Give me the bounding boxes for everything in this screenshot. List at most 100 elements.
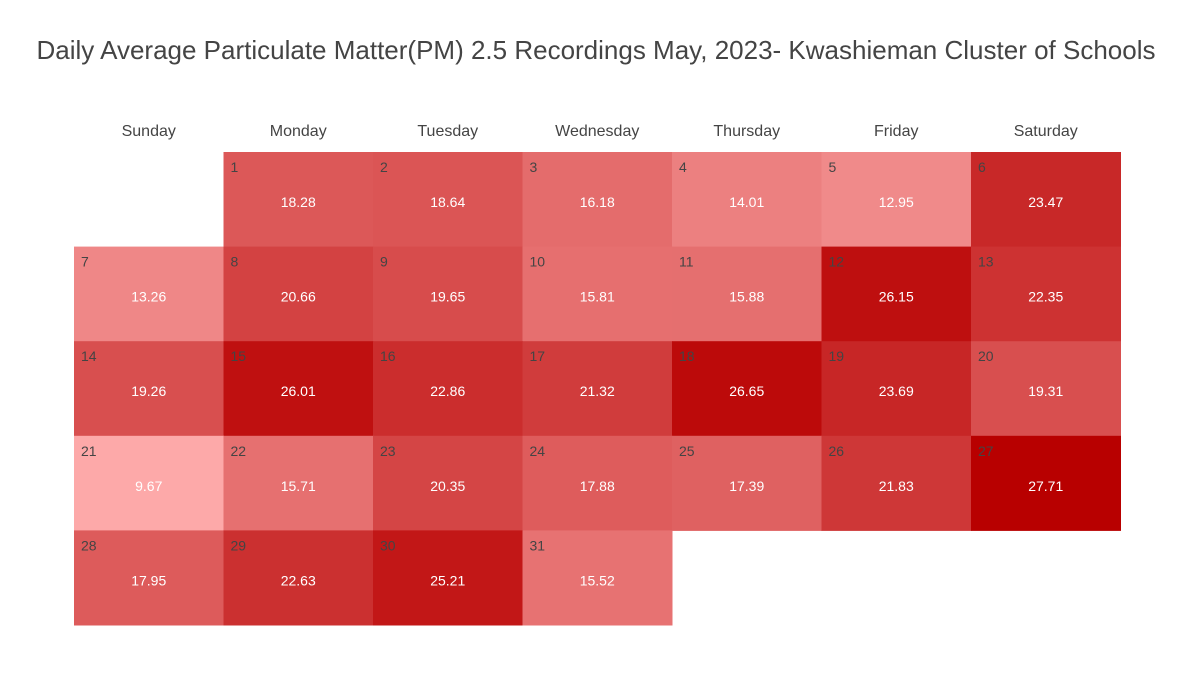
cell-rect bbox=[373, 530, 523, 626]
cell-rect bbox=[522, 530, 673, 626]
day-number: 18 bbox=[679, 348, 695, 364]
calendar-cell: 15 26.01 bbox=[223, 341, 374, 437]
calendar-cell: 623.47 bbox=[971, 152, 1121, 248]
day-number: 11 bbox=[679, 254, 694, 270]
calendar-cell: 11 15.88 bbox=[672, 246, 822, 342]
cell-value-label: 17.95 bbox=[131, 572, 166, 588]
cell-rect bbox=[522, 246, 673, 342]
day-number: 21 bbox=[81, 443, 97, 459]
cell-rect bbox=[522, 435, 673, 531]
day-number: 2 bbox=[380, 159, 388, 175]
calendar-cell: 30 25.21 bbox=[373, 530, 523, 626]
cell-value-label: 20.35 bbox=[430, 478, 465, 494]
cell-rect bbox=[223, 435, 374, 531]
cell-value-label: 26.01 bbox=[281, 383, 316, 399]
cell-value-label: 19.31 bbox=[1028, 383, 1063, 399]
cell-value-label: 13.26 bbox=[131, 289, 166, 305]
cell-value-label: 23.69 bbox=[879, 383, 914, 399]
day-number: 16 bbox=[380, 348, 396, 364]
cell-rect bbox=[672, 341, 822, 437]
cell-value-label: 15.52 bbox=[580, 572, 615, 588]
cell-rect bbox=[821, 341, 972, 437]
cell-rect bbox=[373, 341, 523, 437]
cell-rect bbox=[971, 341, 1121, 437]
day-number: 15 bbox=[231, 348, 247, 364]
cell-value-label: 15.88 bbox=[729, 289, 764, 305]
cell-rect bbox=[971, 246, 1121, 342]
day-number: 7 bbox=[81, 254, 89, 270]
cell-value-label: 20.66 bbox=[281, 289, 316, 305]
cell-rect bbox=[74, 530, 224, 626]
cell-value-label: 12.95 bbox=[879, 194, 914, 210]
cell-rect bbox=[522, 152, 673, 248]
weekday-header-wednesday: Wednesday bbox=[555, 123, 639, 140]
calendar-cell: 25 17.39 bbox=[672, 435, 822, 531]
cell-value-label: 17.88 bbox=[580, 478, 615, 494]
calendar-cell: 28 17.95 bbox=[74, 530, 224, 626]
day-number: 29 bbox=[231, 537, 247, 553]
cell-rect bbox=[821, 246, 972, 342]
cell-rect bbox=[74, 435, 224, 531]
calendar-cell: 14 19.26 bbox=[74, 341, 224, 437]
calendar-cell: 29 22.63 bbox=[223, 530, 374, 626]
day-number: 22 bbox=[231, 443, 247, 459]
day-number: 24 bbox=[530, 443, 546, 459]
day-number: 4 bbox=[679, 159, 687, 175]
cell-rect bbox=[971, 152, 1121, 248]
calendar-cell: 23 20.35 bbox=[373, 435, 523, 531]
cell-rect bbox=[74, 246, 224, 342]
cell-value-label: 15.71 bbox=[281, 478, 316, 494]
cell-rect bbox=[821, 435, 972, 531]
cell-value-label: 9.67 bbox=[135, 478, 162, 494]
calendar-cell: 26 21.83 bbox=[821, 435, 972, 531]
cell-rect bbox=[223, 530, 374, 626]
calendar-cell: 218.64 bbox=[373, 152, 523, 248]
calendar-cell: 219.67 bbox=[74, 435, 224, 531]
cell-rect bbox=[672, 246, 822, 342]
day-number: 13 bbox=[978, 254, 994, 270]
day-number: 3 bbox=[530, 159, 538, 175]
cell-value-label: 22.86 bbox=[430, 383, 465, 399]
calendar-cell: 10 15.81 bbox=[522, 246, 673, 342]
day-number: 10 bbox=[530, 254, 546, 270]
cell-rect bbox=[672, 435, 822, 531]
weekday-header-thursday: Thursday bbox=[713, 123, 780, 140]
cell-value-label: 21.83 bbox=[879, 478, 914, 494]
cell-rect bbox=[373, 246, 523, 342]
weekday-header-monday: Monday bbox=[270, 123, 327, 140]
cell-value-label: 22.63 bbox=[281, 572, 316, 588]
day-number: 23 bbox=[380, 443, 396, 459]
calendar-cell: 19 23.69 bbox=[821, 341, 972, 437]
day-number: 6 bbox=[978, 159, 986, 175]
day-number: 26 bbox=[829, 443, 845, 459]
day-number: 19 bbox=[829, 348, 845, 364]
calendar-cell: 512.95 bbox=[821, 152, 972, 248]
day-number: 9 bbox=[380, 254, 388, 270]
calendar-cell: 713.26 bbox=[74, 246, 224, 342]
calendar-cell: 414.01 bbox=[672, 152, 822, 248]
calendar-cell: 16 22.86 bbox=[373, 341, 523, 437]
cell-value-label: 16.18 bbox=[580, 194, 615, 210]
chart-title: Daily Average Particulate Matter(PM) 2.5… bbox=[37, 35, 1156, 65]
day-number: 5 bbox=[829, 159, 837, 175]
calendar-cell: 27 27.71 bbox=[971, 435, 1121, 531]
cell-value-label: 18.64 bbox=[430, 194, 465, 210]
calendar-cell: 919.65 bbox=[373, 246, 523, 342]
cell-value-label: 17.39 bbox=[729, 478, 764, 494]
day-number: 30 bbox=[380, 537, 396, 553]
calendar-cell: 118.28 bbox=[223, 152, 374, 248]
weekday-header-sunday: Sunday bbox=[122, 123, 176, 140]
day-number: 25 bbox=[679, 443, 695, 459]
calendar-cell: 22 15.71 bbox=[223, 435, 374, 531]
calendar-cell: 31 15.52 bbox=[522, 530, 673, 626]
cell-rect bbox=[672, 152, 822, 248]
calendar-cell: 13 22.35 bbox=[971, 246, 1121, 342]
cell-value-label: 27.71 bbox=[1028, 478, 1063, 494]
cell-rect bbox=[373, 435, 523, 531]
cell-value-label: 23.47 bbox=[1028, 194, 1063, 210]
day-number: 12 bbox=[829, 254, 845, 270]
day-number: 1 bbox=[231, 159, 239, 175]
calendar-cells: 118.28218.64316.18414.01512.95623.47713.… bbox=[74, 152, 1121, 626]
cell-rect bbox=[971, 435, 1121, 531]
